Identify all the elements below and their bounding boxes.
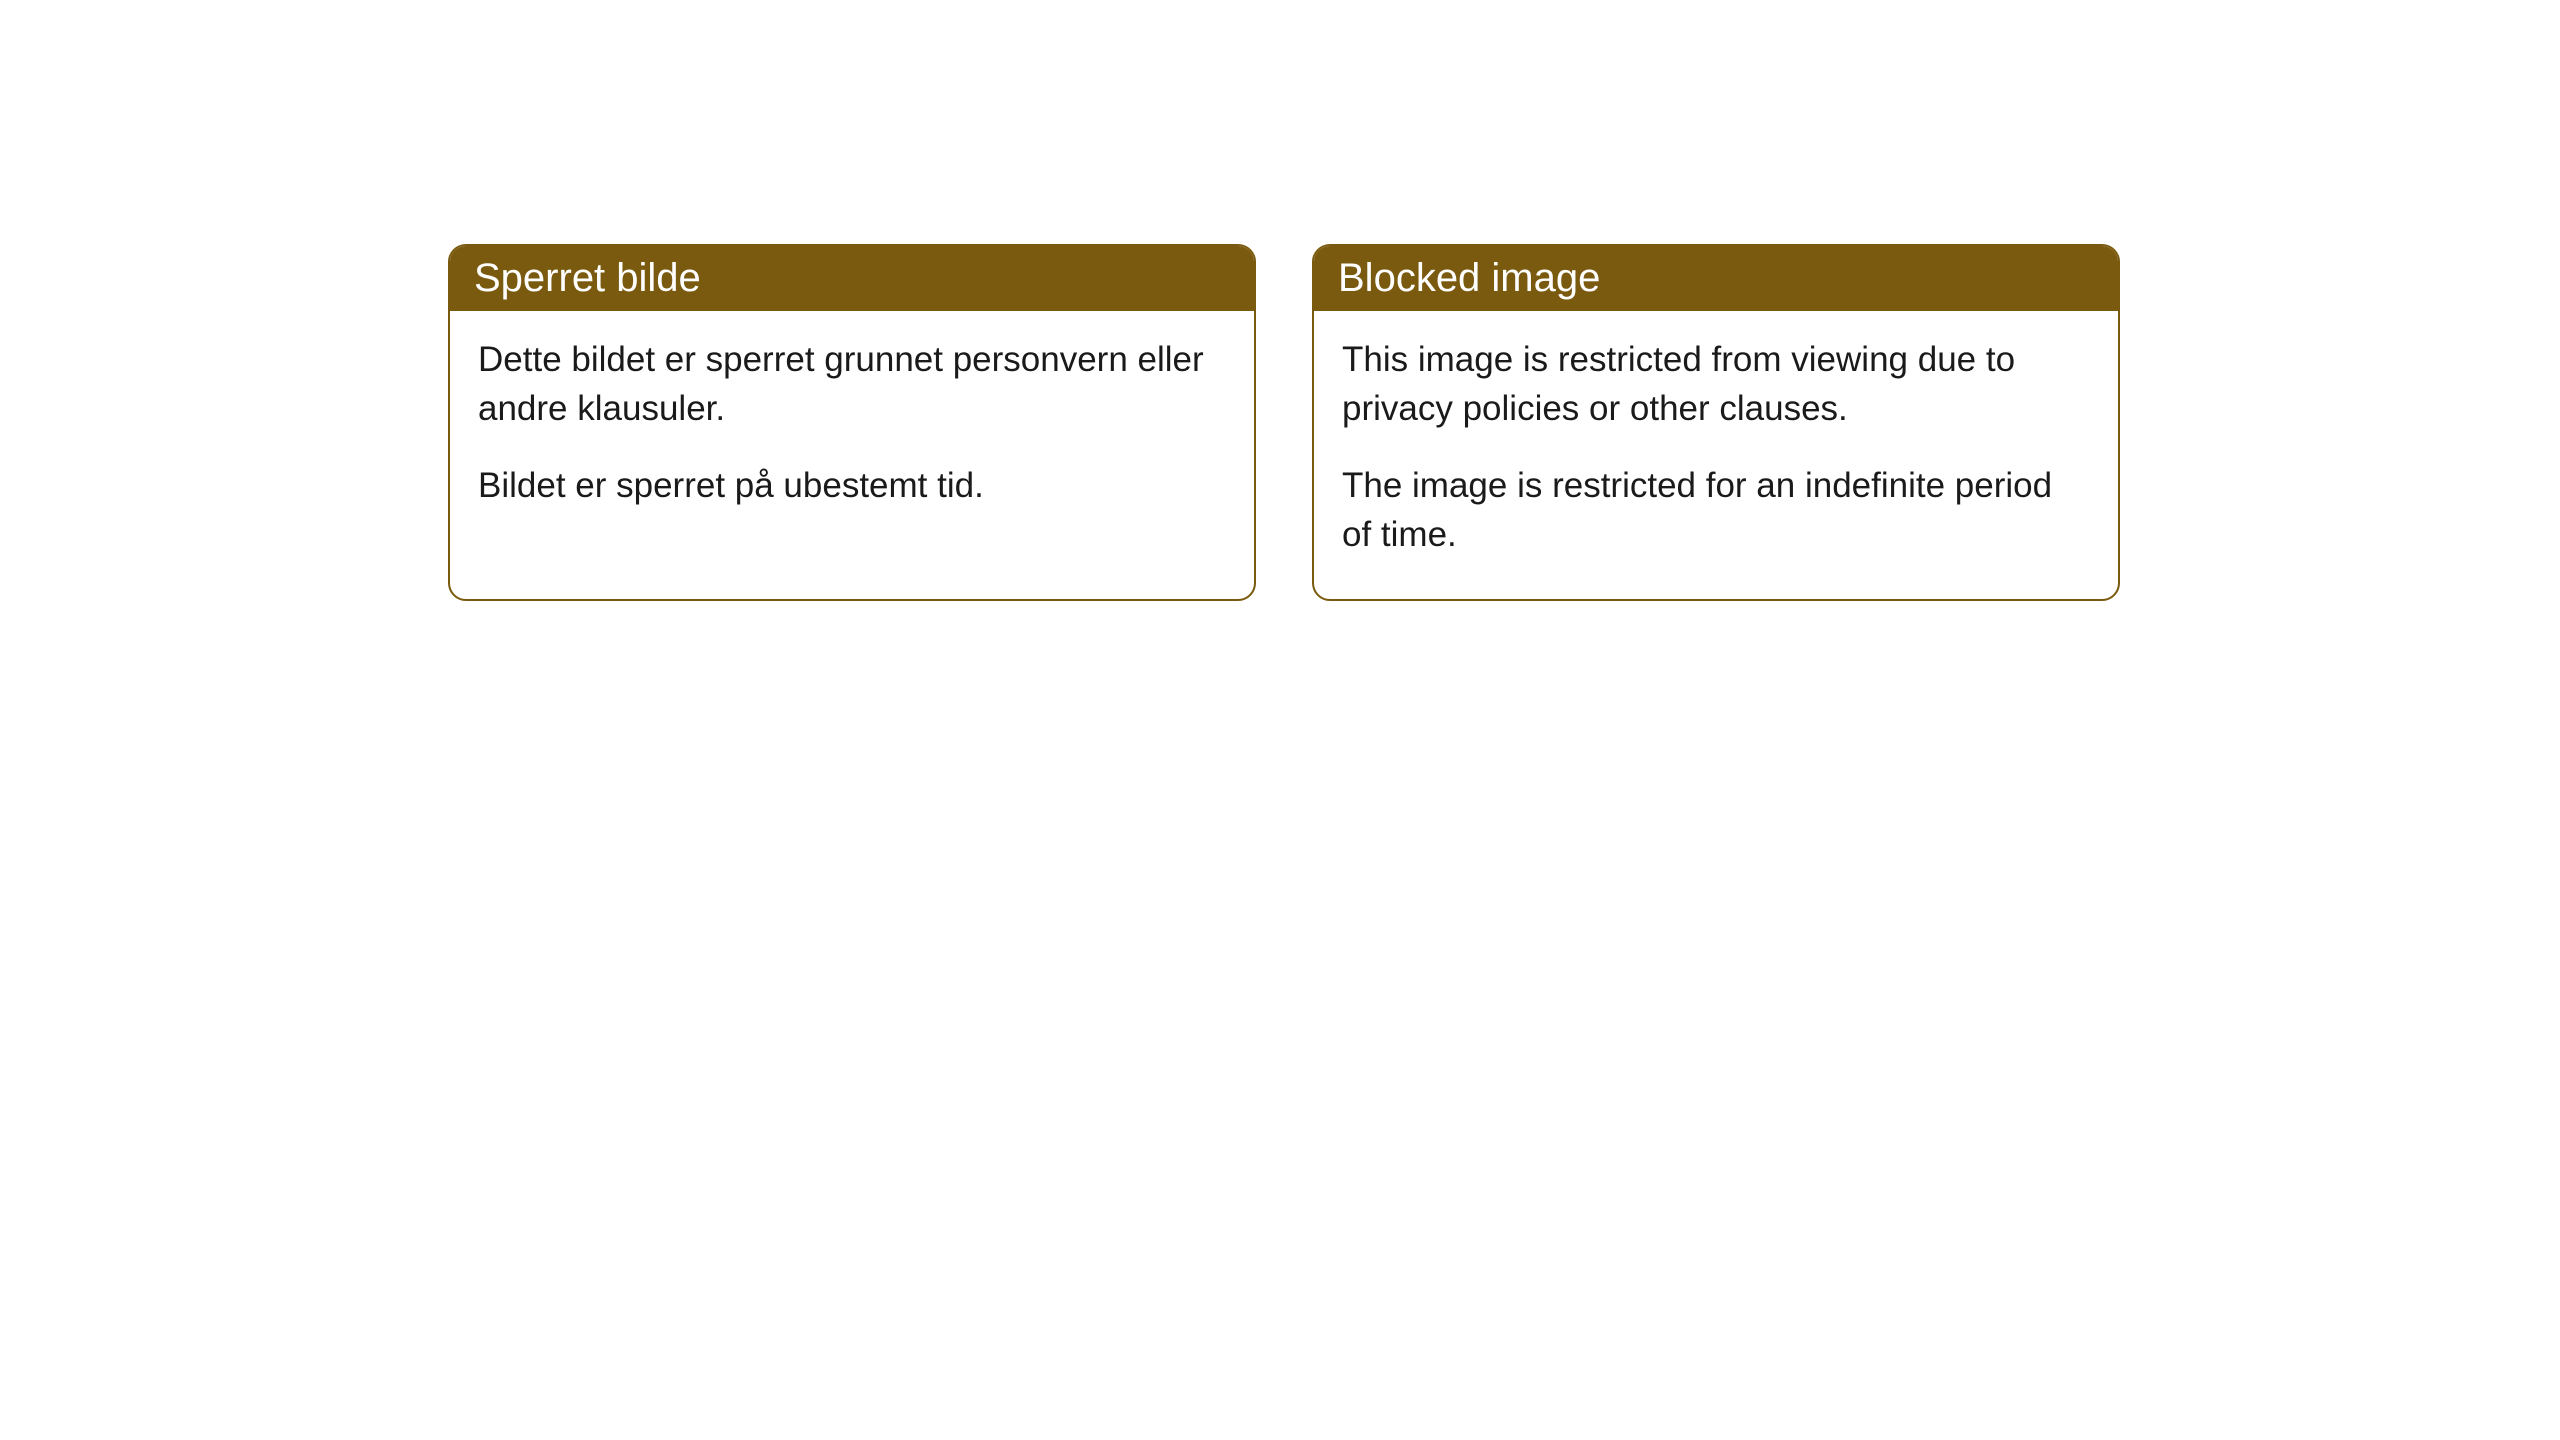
notice-card-norwegian: Sperret bilde Dette bildet er sperret gr… (448, 244, 1256, 601)
card-header: Sperret bilde (450, 246, 1254, 311)
card-title: Blocked image (1338, 256, 1600, 300)
card-paragraph: Bildet er sperret på ubestemt tid. (478, 461, 1226, 510)
card-body: Dette bildet er sperret grunnet personve… (450, 311, 1254, 550)
card-paragraph: Dette bildet er sperret grunnet personve… (478, 335, 1226, 433)
card-paragraph: The image is restricted for an indefinit… (1342, 461, 2090, 559)
card-title: Sperret bilde (474, 256, 701, 300)
card-paragraph: This image is restricted from viewing du… (1342, 335, 2090, 433)
notice-card-english: Blocked image This image is restricted f… (1312, 244, 2120, 601)
card-body: This image is restricted from viewing du… (1314, 311, 2118, 599)
card-header: Blocked image (1314, 246, 2118, 311)
notice-cards-container: Sperret bilde Dette bildet er sperret gr… (448, 244, 2120, 601)
